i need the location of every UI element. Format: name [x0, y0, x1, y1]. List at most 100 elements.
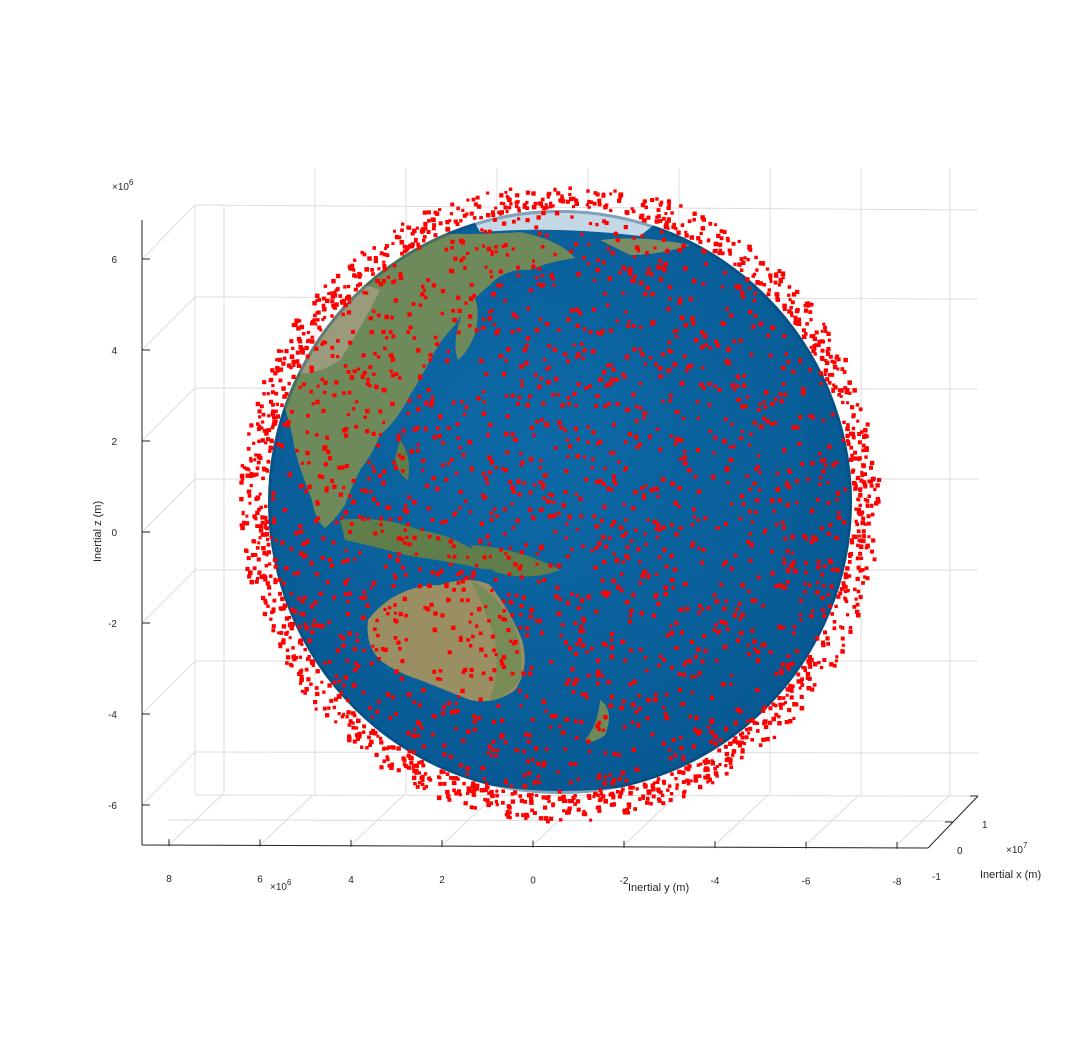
satellite-point [651, 787, 656, 792]
satellite-point [385, 505, 391, 510]
satellite-point [745, 395, 750, 399]
satellite-point [690, 675, 694, 679]
satellite-point [791, 560, 796, 565]
satellite-point [393, 229, 396, 233]
satellite-point [481, 411, 487, 416]
satellite-point [683, 581, 688, 587]
satellite-point [752, 481, 757, 486]
satellite-point [822, 458, 827, 463]
satellite-point [623, 267, 627, 272]
satellite-point [586, 673, 591, 678]
satellite-point [492, 719, 496, 724]
satellite-point [264, 519, 269, 525]
satellite-point [327, 706, 331, 710]
satellite-point [662, 705, 666, 709]
satellite-point [577, 638, 582, 643]
satellite-point [750, 520, 754, 524]
satellite-point [388, 353, 394, 358]
satellite-point [826, 593, 831, 597]
satellite-point [426, 278, 430, 282]
satellite-point [785, 483, 789, 488]
satellite-point [789, 306, 793, 310]
satellite-point [529, 425, 534, 430]
satellite-point [307, 338, 311, 342]
satellite-point [798, 358, 803, 363]
satellite-point [320, 377, 324, 382]
satellite-point [773, 421, 777, 425]
satellite-point [608, 536, 612, 540]
satellite-point [304, 489, 308, 494]
satellite-point [338, 294, 343, 298]
satellite-point [503, 740, 508, 745]
satellite-point [457, 308, 462, 313]
satellite-point [392, 460, 397, 465]
satellite-point [396, 746, 401, 751]
satellite-point [273, 422, 278, 426]
satellite-point [877, 477, 882, 483]
satellite-point [811, 334, 816, 338]
satellite-point [338, 492, 343, 497]
satellite-point [517, 395, 522, 400]
satellite-point [307, 638, 312, 643]
satellite-point [733, 553, 738, 558]
satellite-point [255, 466, 260, 471]
satellite-point [343, 592, 348, 596]
satellite-point [748, 726, 753, 731]
satellite-point [717, 748, 722, 753]
satellite-point [458, 763, 463, 768]
satellite-point [378, 282, 384, 287]
satellite-point [332, 595, 337, 600]
satellite-point [537, 266, 542, 271]
satellite-point [757, 453, 761, 457]
satellite-point [314, 572, 319, 577]
satellite-point [751, 274, 755, 278]
satellite-point [596, 681, 600, 686]
satellite-point [371, 581, 377, 586]
satellite-point [397, 453, 401, 458]
satellite-point [668, 798, 673, 803]
satellite-point [642, 493, 646, 497]
satellite-point [697, 603, 702, 608]
satellite-point [765, 737, 770, 742]
satellite-point [660, 477, 666, 482]
satellite-point [404, 613, 408, 618]
satellite-point [823, 325, 827, 330]
satellite-point [588, 384, 592, 388]
satellite-point [337, 465, 342, 470]
satellite-point [702, 634, 707, 638]
satellite-point [489, 511, 494, 516]
satellite-point [459, 570, 464, 575]
satellite-point [390, 695, 395, 700]
satellite-point [488, 555, 492, 559]
satellite-point [299, 681, 303, 685]
satellite-point [728, 761, 733, 765]
satellite-point [611, 451, 616, 455]
satellite-point [681, 794, 686, 799]
satellite-point [575, 355, 579, 359]
satellite-point [353, 557, 357, 561]
satellite-point [671, 738, 676, 742]
satellite-point [746, 258, 750, 262]
satellite-point [856, 589, 861, 594]
satellite-point [636, 722, 641, 727]
satellite-point [656, 214, 661, 219]
satellite-point [334, 380, 339, 385]
satellite-point [382, 469, 387, 474]
satellite-point [736, 384, 740, 388]
satellite-point [603, 751, 607, 755]
satellite-point [621, 560, 625, 564]
satellite-point [342, 486, 346, 490]
satellite-point [263, 598, 268, 603]
satellite-point [806, 685, 812, 691]
satellite-point [701, 366, 705, 370]
satellite-point [520, 460, 525, 464]
satellite-point [661, 399, 665, 403]
satellite-point [507, 810, 512, 815]
satellite-point [416, 720, 420, 724]
satellite-point [682, 416, 686, 420]
satellite-point [487, 619, 491, 623]
satellite-point [566, 678, 571, 683]
satellite-point [812, 661, 818, 667]
satellite-point [509, 784, 513, 788]
satellite-point [566, 554, 570, 559]
